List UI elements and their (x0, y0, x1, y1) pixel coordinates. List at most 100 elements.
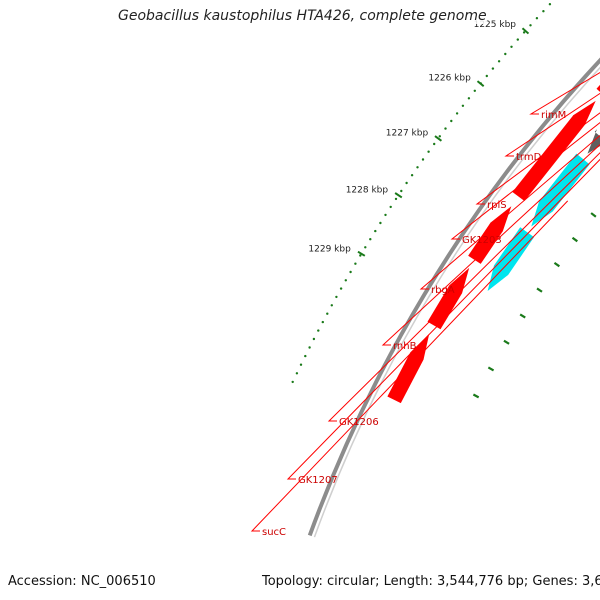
scale-dot (461, 104, 465, 108)
scale-dot (455, 112, 459, 115)
scale-dot (299, 363, 303, 366)
scale-major-tick (521, 27, 530, 35)
gene-trmd-connector (504, 92, 600, 157)
scale-dot (427, 150, 430, 153)
scale-dot (467, 97, 471, 100)
scale-dot (304, 354, 307, 358)
scale-dot (330, 304, 333, 307)
dotted-scale-ring: 1220 kbp1221 kbp1222 kbp1223 kbp1224 kbp… (291, 2, 552, 384)
scale-dot (354, 262, 357, 265)
scale-dot (317, 329, 320, 332)
scale-dot (369, 238, 372, 241)
scale-dot (535, 17, 539, 20)
gene-labels: rimMtrmDrplSGK1203rbgArnhBGK1206GK1207su… (250, 72, 600, 538)
scale-dot (548, 2, 552, 6)
inner-tick (590, 212, 597, 218)
gene-rbga-label: rbgA (431, 285, 455, 296)
scale-dot (295, 372, 299, 375)
scale-label: 1228 kbp (346, 186, 389, 196)
scale-dot (291, 380, 294, 384)
scale-dot (522, 31, 526, 34)
scale-major-tick (394, 192, 403, 199)
accession-label: Accession: (8, 574, 77, 589)
gene-gk1203-label: GK1203 (462, 235, 502, 246)
scale-dot (349, 270, 352, 274)
topology-label: Topology: (262, 574, 323, 589)
scale-dot (384, 213, 387, 217)
scale-label: 1226 kbp (428, 73, 471, 83)
scale-dot (364, 246, 367, 249)
scale-dot (308, 346, 311, 349)
scale-dot (438, 135, 441, 138)
scale-dot (497, 60, 501, 63)
length-label: Length: (383, 574, 433, 589)
scale-dot (389, 205, 392, 209)
gene-gk1206-label: GK1206 (339, 417, 379, 428)
inner-tick (536, 287, 543, 293)
gene-rimm-connector (529, 72, 600, 115)
scale-dot (433, 142, 436, 146)
inner-tick (503, 339, 510, 345)
scale-dot (326, 312, 329, 315)
scale-dot (405, 181, 408, 185)
gene-gk1206-connector (327, 152, 600, 422)
scale-dot (491, 67, 495, 70)
inner-tick (553, 261, 560, 268)
inner-tick (519, 313, 526, 319)
inner-tick (472, 393, 480, 399)
scale-dot (516, 38, 519, 41)
scale-dot (394, 197, 398, 201)
scale-major-tick (476, 80, 485, 87)
gene-gk1207-connector (286, 158, 600, 480)
scale-dot (400, 189, 403, 193)
scale-dot (504, 52, 507, 56)
scale-dot (485, 74, 488, 78)
scale-dot (542, 10, 545, 13)
scale-major-tick (357, 250, 366, 257)
gene-rpls-label: rplS (487, 200, 507, 211)
scale-ticks (472, 212, 597, 399)
scale-dot (410, 174, 414, 177)
scale-dot (339, 287, 343, 290)
scale-dot (450, 119, 453, 123)
scale-dot (312, 337, 316, 341)
forward-gene-arrow (387, 333, 430, 404)
scale-dot (379, 221, 382, 225)
gene-succ-connector (250, 200, 569, 532)
map-title: Geobacillus kaustophilus HTA426, complet… (118, 8, 487, 24)
length-value: 3,544,776 bp (437, 574, 524, 589)
scale-dot (416, 166, 419, 169)
scale-dot (421, 158, 425, 161)
scale-dot (444, 127, 447, 130)
gene-succ-label: sucC (262, 527, 286, 538)
gene-rimm-label: rimM (541, 110, 566, 121)
accession-value: NC_006510 (80, 574, 156, 589)
accession-info: Accession: NC_006510 (8, 574, 156, 589)
genes-value: 3,611 (581, 574, 600, 589)
inner-tick (487, 366, 495, 372)
inner-tick (571, 236, 578, 243)
gene-rbga-connector (419, 134, 600, 290)
forward-gene-arrow (596, 84, 600, 92)
gene-rnhb-connector (381, 143, 600, 346)
scale-dot (321, 320, 324, 324)
scale-dot (359, 254, 362, 257)
scale-dot (529, 24, 532, 27)
scale-label: 1227 kbp (386, 129, 429, 139)
topology-value: circular (326, 574, 376, 589)
scale-dot (374, 229, 377, 233)
scale-label: 1229 kbp (308, 245, 351, 255)
scale-dot (344, 279, 347, 282)
gene-gk1203-connector (450, 122, 600, 240)
scale-dot (335, 295, 338, 299)
gene-trmd-label: trmD (516, 152, 542, 163)
backbone-outer-line (307, 57, 600, 537)
gene-rpls-connector (475, 112, 600, 205)
genes-label: Genes: (532, 574, 578, 589)
reverse-gene-arrow (487, 227, 535, 292)
forward-gene-arrow (512, 100, 596, 201)
gene-succ-arrow (531, 153, 590, 227)
scale-dot (473, 89, 476, 93)
